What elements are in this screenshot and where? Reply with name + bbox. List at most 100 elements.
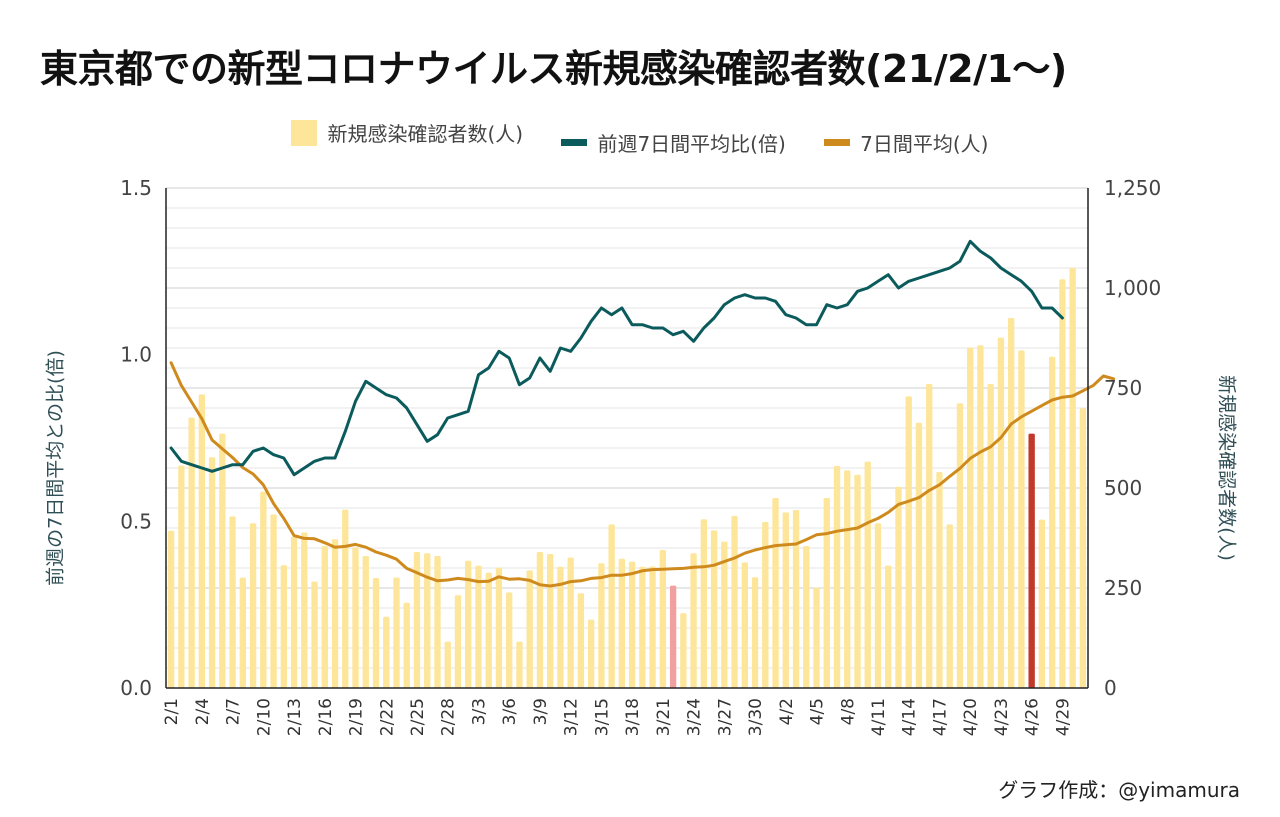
- y-left-tick-label: 0.0: [120, 676, 152, 700]
- y-right-tick-label: 1,000: [1104, 276, 1161, 300]
- bar: [188, 417, 195, 688]
- bar: [926, 384, 933, 688]
- bar: [977, 345, 984, 688]
- bar: [844, 470, 851, 688]
- bar: [1038, 519, 1046, 688]
- bar: [485, 572, 492, 688]
- bar: [239, 577, 247, 688]
- bar: [546, 554, 554, 688]
- bar: [833, 466, 841, 688]
- bar: [465, 560, 472, 688]
- bar: [270, 514, 277, 688]
- x-tick-label: 2/19: [347, 698, 367, 736]
- x-tick-label: 4/20: [961, 698, 981, 736]
- bar: [772, 498, 779, 688]
- bar: [311, 581, 318, 688]
- bar: [208, 457, 216, 688]
- x-tick-label: 3/30: [746, 698, 766, 736]
- bar: [967, 347, 974, 688]
- bar: [536, 552, 544, 688]
- bar: [751, 577, 759, 688]
- bar: [997, 337, 1005, 688]
- bar: [639, 566, 646, 688]
- legend-label-ratio: 前週7日間平均比(倍): [597, 131, 786, 156]
- x-tick-label: 3/24: [685, 698, 705, 736]
- y-right-tick-label: 500: [1104, 476, 1142, 500]
- x-tick-label: 3/18: [623, 698, 643, 736]
- bar: [403, 602, 410, 688]
- legend-swatch-avg: [824, 138, 851, 146]
- x-tick-label: 3/9: [531, 698, 551, 725]
- y-right-tick-label: 1,250: [1104, 176, 1161, 200]
- bar: [885, 565, 892, 688]
- x-tick-label: 4/23: [992, 698, 1012, 736]
- bar: [383, 616, 390, 688]
- legend-label-avg: 7日間平均(人): [860, 131, 989, 156]
- bar: [792, 510, 800, 688]
- bar: [516, 641, 523, 688]
- bar: [557, 566, 564, 688]
- x-tick-label: 3/21: [654, 698, 674, 736]
- x-tick-label: 4/29: [1053, 698, 1073, 736]
- bar: [167, 530, 175, 688]
- x-tick-label: 2/10: [254, 698, 274, 736]
- bar: [342, 509, 349, 688]
- bar: [424, 553, 431, 688]
- bar: [1018, 350, 1025, 688]
- bar: [956, 403, 964, 688]
- legend-item-avg: 7日間平均(人): [824, 128, 989, 157]
- legend-item-bars: 新規感染確認者数(人): [291, 118, 523, 147]
- bar: [587, 619, 595, 688]
- bar: [1048, 356, 1056, 688]
- x-tick-label: 2/22: [377, 698, 397, 736]
- bar: [598, 563, 605, 688]
- x-tick-label: 2/13: [285, 698, 305, 736]
- bar: [659, 550, 667, 688]
- bar: [506, 592, 513, 688]
- bar: [249, 523, 257, 688]
- bar: [362, 556, 369, 688]
- bar: [700, 519, 708, 688]
- bar: [895, 486, 902, 688]
- bar: [1007, 318, 1015, 688]
- x-tick-label: 4/17: [930, 698, 950, 736]
- bar: [331, 539, 339, 688]
- bar: [905, 396, 912, 688]
- bar: [936, 472, 943, 688]
- bar: [198, 394, 206, 688]
- x-tick-label: 2/7: [224, 698, 244, 725]
- legend-label-bars: 新規感染確認者数(人): [327, 122, 524, 146]
- y-left-tick-label: 0.5: [120, 509, 152, 533]
- bar: [301, 532, 308, 688]
- x-tick-label: 4/26: [1023, 698, 1043, 736]
- chart-title: 東京都での新型コロナウイルス新規感染確認者数(21/2/1～): [40, 47, 1067, 91]
- bar: [864, 461, 871, 688]
- avg-line: [169, 361, 1116, 588]
- x-tick-label: 3/27: [715, 698, 735, 736]
- bar: [741, 562, 748, 688]
- bar: [813, 587, 820, 688]
- x-tick-label: 4/2: [777, 698, 797, 725]
- bar: [475, 565, 482, 688]
- bar: [710, 530, 718, 688]
- x-tick-label: 3/12: [562, 698, 582, 736]
- bar: [946, 524, 953, 688]
- x-tick-label: 4/5: [808, 698, 828, 725]
- ratio-line: [169, 239, 1064, 477]
- bar: [352, 547, 359, 688]
- bar: [854, 474, 861, 688]
- legend-swatch-ratio: [561, 138, 588, 146]
- bar: [178, 465, 185, 688]
- bar: [823, 498, 830, 688]
- bar: [567, 557, 574, 688]
- bar: [680, 613, 687, 688]
- bar: [874, 523, 882, 688]
- x-tick-label: 4/8: [838, 698, 858, 725]
- bar: [1069, 268, 1076, 688]
- bar: [1028, 433, 1035, 688]
- x-tick-label: 2/16: [316, 698, 336, 736]
- y-right-tick-label: 250: [1104, 576, 1142, 600]
- bar: [1079, 408, 1087, 688]
- bar: [454, 595, 462, 688]
